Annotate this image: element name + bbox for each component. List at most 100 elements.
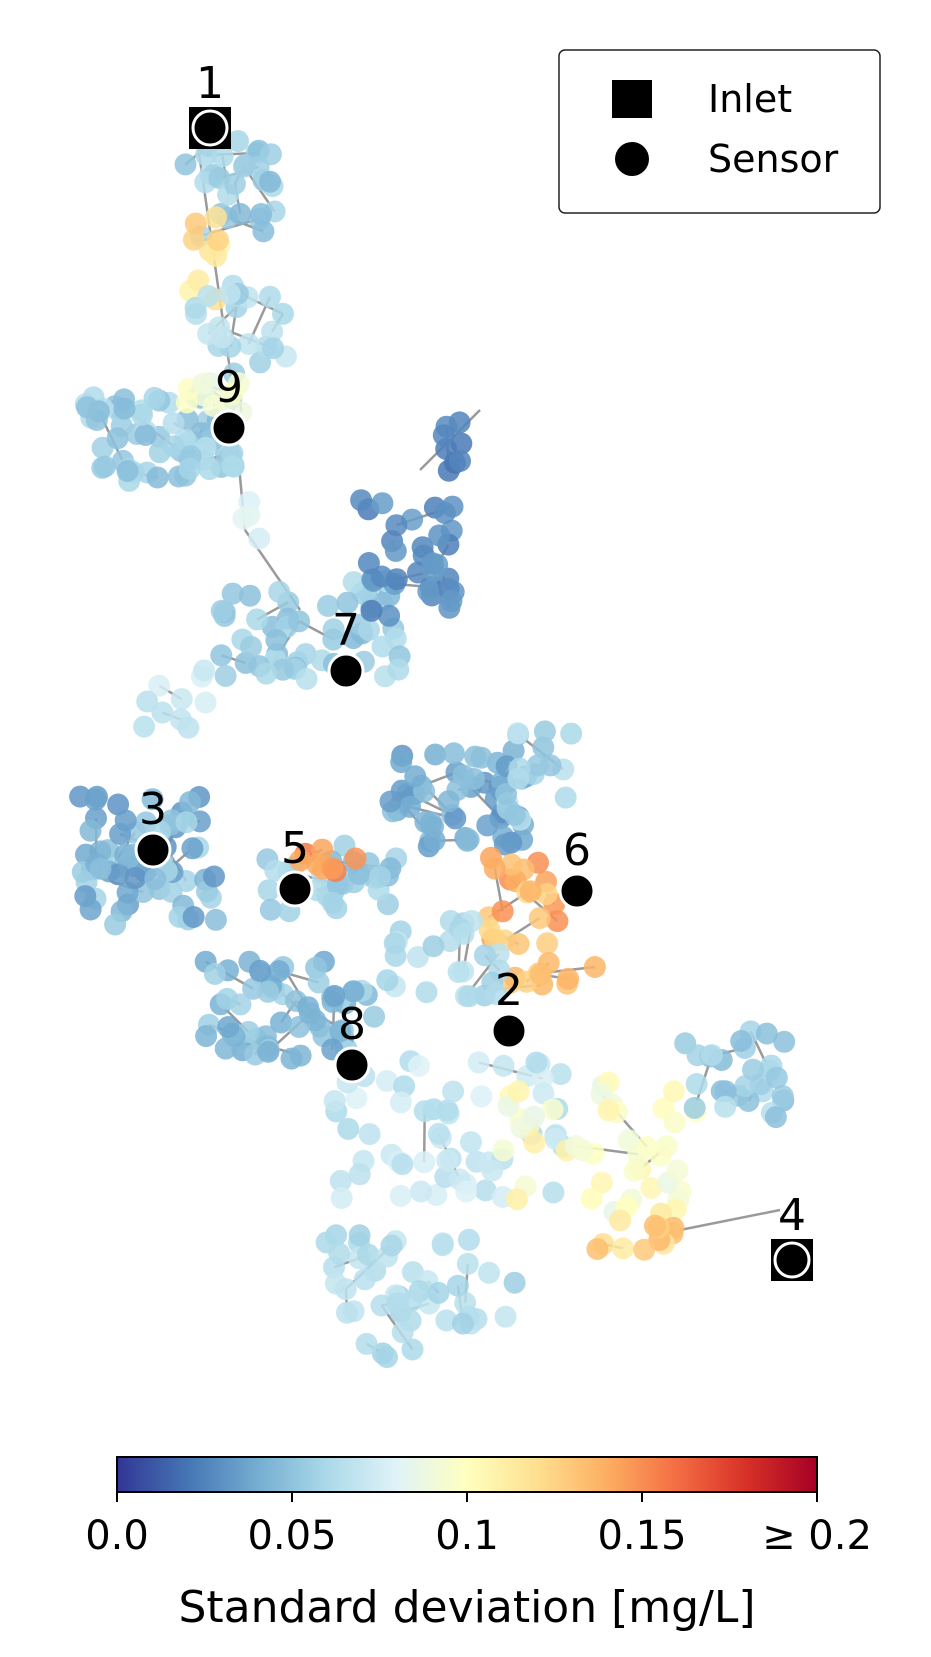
network-node	[177, 716, 200, 739]
network-node	[307, 971, 330, 994]
network-node	[265, 629, 288, 652]
network-node	[442, 742, 465, 765]
network-node	[76, 396, 98, 419]
colorbar-tick-label: 0.0	[85, 1513, 149, 1559]
network-node	[342, 571, 365, 594]
network-node	[255, 662, 278, 685]
network-node	[554, 786, 577, 809]
network-node	[211, 326, 234, 349]
network-node	[259, 285, 281, 308]
colorbar-tick-label: 0.15	[597, 1513, 686, 1559]
network-node	[299, 1002, 321, 1025]
network-node	[334, 1278, 357, 1301]
network-node	[446, 1274, 469, 1297]
network-node	[436, 1149, 459, 1172]
sensor-label-8: 8	[338, 999, 366, 1050]
network-node	[179, 791, 202, 813]
network-node	[262, 337, 285, 360]
network-node	[133, 715, 156, 738]
network-node	[662, 1080, 685, 1103]
network-node	[195, 1025, 218, 1048]
sensor-label-5: 5	[281, 823, 309, 874]
network-node	[288, 610, 311, 633]
network-node	[458, 985, 481, 1008]
network-node	[609, 1209, 632, 1232]
network-node	[456, 1252, 479, 1275]
network-node	[238, 504, 261, 527]
network-node	[358, 1123, 381, 1146]
network-node	[408, 1055, 430, 1077]
network-node	[79, 819, 102, 842]
network-node	[371, 635, 394, 658]
network-node	[197, 285, 220, 308]
network-node	[484, 983, 507, 1005]
network-node	[151, 701, 174, 724]
network-node	[116, 460, 139, 482]
network-node	[357, 1243, 379, 1266]
network-node	[210, 644, 233, 667]
network-node	[323, 984, 346, 1007]
network-node	[447, 961, 470, 984]
colorbar: 0.0 0.05 0.1 0.15 ≥ 0.2 Standard deviation […	[85, 1456, 872, 1633]
colorbar-tick-label: 0.1	[435, 1513, 499, 1559]
network-node	[131, 403, 153, 426]
network-node	[246, 608, 269, 631]
sensor-marker-5	[276, 870, 314, 908]
network-node	[583, 956, 606, 978]
sensor-markers: 1 2 3 4 5 6 7 8 9	[134, 58, 813, 1281]
network-node	[146, 466, 169, 489]
network-node	[342, 980, 365, 1003]
network-node	[500, 853, 523, 876]
network-node	[317, 594, 339, 617]
legend-inlet-label: Inlet	[708, 77, 792, 121]
network-node	[104, 913, 127, 936]
network-node	[481, 1159, 504, 1182]
network-node	[730, 1030, 753, 1052]
sensor-marker-3	[134, 831, 172, 869]
network-node	[421, 552, 444, 575]
network-node	[765, 1066, 788, 1089]
network-node	[249, 959, 271, 982]
network-node	[542, 1181, 565, 1204]
network-node	[399, 795, 421, 818]
network-node	[532, 1082, 555, 1105]
network-node	[353, 1268, 376, 1291]
network-node	[663, 1111, 686, 1134]
network-node	[272, 302, 294, 325]
network-node	[533, 720, 556, 743]
sensor-marker-8	[333, 1046, 371, 1084]
pipe-edge	[679, 1208, 781, 1232]
network-node	[379, 790, 402, 813]
network-node	[330, 1187, 353, 1209]
network-node	[344, 847, 367, 870]
network-node	[321, 857, 344, 880]
network-node	[259, 143, 282, 166]
network-node	[494, 1305, 517, 1328]
sensor-label-4: 4	[778, 1190, 806, 1241]
network-node	[437, 790, 460, 813]
network-node	[328, 1242, 351, 1265]
network-node	[483, 857, 506, 880]
network-node	[337, 1117, 360, 1140]
network-node	[452, 1312, 474, 1335]
network-node	[148, 674, 171, 697]
network-node	[640, 1177, 663, 1199]
network-node	[79, 898, 102, 921]
network-node	[417, 580, 440, 603]
network-node	[211, 145, 234, 168]
network-node	[413, 1151, 436, 1174]
network-node	[94, 455, 116, 478]
sensor-label-7: 7	[332, 605, 360, 656]
network-node	[271, 658, 294, 681]
network-node	[223, 172, 246, 195]
network-node	[143, 386, 166, 409]
network-node	[268, 580, 291, 603]
network-node	[478, 1261, 500, 1284]
network-node	[229, 202, 252, 225]
network-node	[259, 170, 281, 193]
sensor-marker-1	[191, 109, 229, 147]
network-node	[214, 664, 237, 687]
network-node	[175, 391, 198, 414]
network-node	[476, 814, 499, 837]
network-node	[384, 539, 407, 562]
